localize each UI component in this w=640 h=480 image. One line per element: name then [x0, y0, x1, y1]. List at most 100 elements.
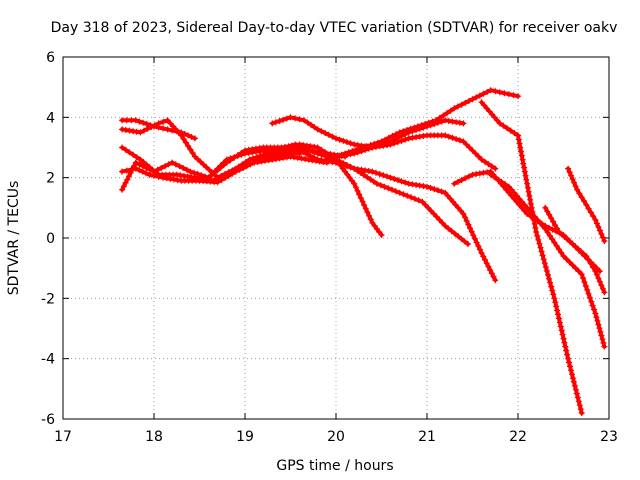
data-point	[454, 103, 461, 110]
data-point	[510, 92, 517, 99]
data-point	[191, 135, 198, 142]
data-point	[536, 240, 543, 247]
data-point	[132, 159, 139, 166]
data-point	[130, 151, 137, 158]
data-point	[419, 198, 426, 205]
data-point	[480, 90, 487, 97]
data-point	[556, 246, 562, 253]
data-point	[578, 194, 585, 201]
data-point	[583, 253, 590, 260]
data-point	[490, 273, 497, 280]
data-point	[460, 120, 467, 127]
data-point	[598, 282, 605, 289]
series-track-13	[478, 99, 585, 416]
data-point	[394, 177, 401, 184]
data-point	[548, 215, 555, 222]
data-point	[465, 173, 472, 180]
data-point	[308, 121, 314, 128]
data-point	[296, 147, 303, 154]
data-point	[247, 161, 254, 168]
data-point	[151, 122, 158, 129]
data-point	[133, 154, 140, 161]
data-point	[496, 120, 503, 127]
data-point	[442, 117, 449, 124]
data-point	[565, 355, 572, 362]
data-point	[552, 299, 559, 306]
data-point	[594, 317, 601, 324]
data-point	[566, 359, 572, 366]
data-point	[240, 165, 247, 171]
data-point	[515, 132, 521, 139]
data-point	[444, 110, 450, 117]
data-point	[206, 166, 213, 173]
data-point	[428, 207, 434, 214]
data-point	[136, 118, 143, 125]
data-point	[445, 133, 452, 140]
data-point	[562, 343, 569, 350]
data-point	[254, 154, 261, 161]
data-point	[287, 114, 294, 121]
data-point	[596, 227, 603, 234]
data-point	[478, 156, 485, 163]
data-point	[488, 163, 495, 170]
data-point	[505, 91, 512, 98]
data-point	[140, 119, 147, 126]
data-point	[405, 129, 412, 136]
data-point	[182, 139, 189, 146]
data-point	[584, 286, 591, 293]
data-point	[354, 187, 361, 194]
data-point	[164, 126, 171, 133]
data-point	[389, 133, 396, 139]
data-point	[400, 191, 407, 198]
data-point	[492, 88, 499, 95]
data-point	[569, 371, 575, 378]
data-point	[140, 163, 147, 170]
data-point	[500, 122, 507, 129]
data-point	[129, 166, 136, 173]
data-point	[527, 196, 534, 203]
data-point	[198, 172, 205, 179]
data-point	[127, 169, 134, 176]
data-point	[119, 168, 126, 175]
data-point	[541, 260, 548, 267]
data-point	[487, 171, 494, 178]
data-point	[545, 271, 551, 278]
data-point	[340, 162, 347, 168]
x-tick-label: 18	[145, 429, 163, 445]
data-point	[440, 112, 447, 119]
data-point	[596, 278, 603, 285]
data-point	[288, 143, 295, 149]
data-point	[139, 168, 146, 175]
data-point	[527, 200, 534, 207]
data-point	[448, 228, 455, 235]
data-point	[543, 268, 550, 274]
data-point	[217, 164, 224, 171]
data-point	[343, 139, 350, 146]
data-point	[427, 184, 434, 191]
data-point	[470, 232, 477, 239]
data-point	[362, 146, 369, 153]
data-point	[381, 183, 388, 190]
data-point	[475, 153, 482, 160]
data-point	[360, 172, 367, 179]
data-point	[325, 131, 332, 138]
data-point	[307, 152, 314, 159]
data-point	[516, 201, 523, 208]
x-tick-label: 21	[418, 429, 436, 445]
data-point	[155, 120, 162, 127]
data-point	[524, 180, 531, 187]
data-point	[554, 307, 561, 314]
data-point	[158, 165, 165, 171]
data-point	[314, 150, 321, 157]
data-point	[454, 178, 461, 185]
data-point	[463, 218, 470, 224]
data-point	[225, 172, 232, 179]
data-point	[534, 232, 541, 239]
data-point	[572, 265, 579, 272]
data-point	[511, 130, 518, 136]
data-point	[396, 129, 403, 136]
data-point	[521, 168, 528, 175]
data-point	[537, 244, 544, 251]
data-point	[119, 144, 126, 151]
data-point	[147, 166, 154, 173]
